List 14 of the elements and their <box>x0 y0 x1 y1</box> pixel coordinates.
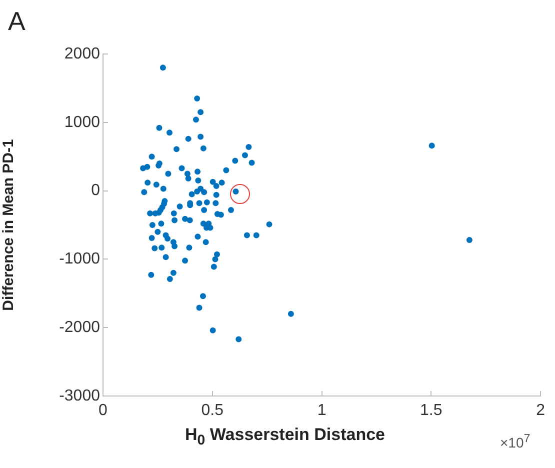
y-tick-label: 1000 <box>64 114 100 131</box>
x-tick-label: 1.5 <box>420 402 442 420</box>
y-tick-label: 2000 <box>64 45 100 62</box>
text: A <box>8 6 26 37</box>
x-tick-label: 1 <box>317 402 326 420</box>
y-tick-label: -3000 <box>59 387 100 404</box>
y-tick-label: 0 <box>91 182 100 200</box>
y-tick-label: -2000 <box>59 319 100 336</box>
x-axis-title: H$_{0}$ Wasserstein Distance <box>185 425 385 448</box>
text: ×10$^{7}$ <box>500 432 530 451</box>
y-axis-title: Difference in Mean PD-1 <box>0 139 18 311</box>
y-tick-label: -1000 <box>59 250 100 268</box>
x-tick-label: 0.5 <box>201 402 224 420</box>
x-tick-label: 2 <box>536 402 546 420</box>
